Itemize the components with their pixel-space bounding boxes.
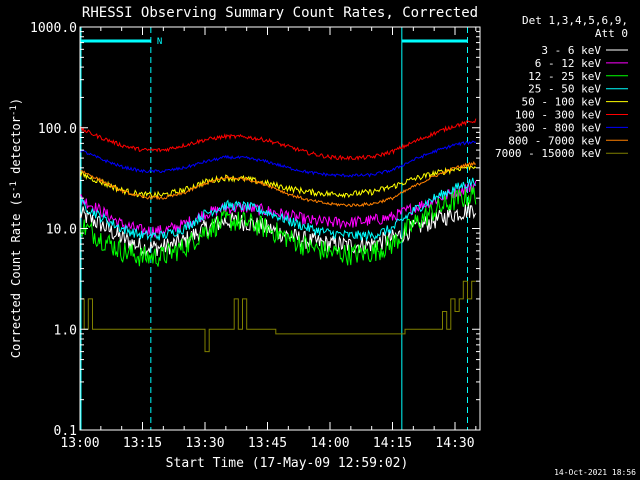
- y-tick-label-0: 0.1: [54, 424, 77, 439]
- series-line-5: [79, 118, 477, 161]
- y-tick-label-3: 100.0: [38, 122, 77, 137]
- series-line-6: [79, 140, 477, 178]
- legend-header-line-1: Det 1,3,4,5,6,9,: [522, 14, 628, 27]
- x-axis: 13:00 13:15 13:30 13:45 14:00 14:15 14:30: [60, 27, 477, 451]
- legend-label-0: 3 - 6 keV: [541, 44, 601, 57]
- series-line-3: [79, 177, 477, 242]
- legend-label-7: 800 - 7000 keV: [508, 134, 601, 147]
- series-line-2: [79, 186, 477, 267]
- legend-label-8: 7000 - 15000 keV: [495, 147, 601, 160]
- legend-header-line-2: Att 0: [595, 27, 628, 40]
- x-tick-label-1: 13:15: [123, 436, 162, 451]
- night-markers: N: [80, 27, 468, 430]
- x-tick-label-4: 14:00: [310, 436, 349, 451]
- legend-label-1: 6 - 12 keV: [535, 57, 602, 70]
- series-layer: [79, 118, 477, 353]
- y-tick-label-4: 1000.0: [30, 21, 77, 36]
- legend-label-2: 12 - 25 keV: [528, 70, 601, 83]
- chart-title: RHESSI Observing Summary Count Rates, Co…: [82, 5, 478, 21]
- y-axis-label-main: Corrected Count Rate (s: [9, 192, 23, 358]
- y-axis-label: Corrected Count Rate (s-1 detector-1): [9, 98, 23, 358]
- y-axis-label-sup-1: -1: [9, 181, 19, 192]
- legend-label-5: 100 - 300 keV: [515, 109, 601, 122]
- series-line-8: [80, 280, 476, 353]
- series-line-7: [79, 160, 477, 208]
- x-tick-label-2: 13:30: [185, 436, 224, 451]
- x-tick-label-3: 13:45: [248, 436, 287, 451]
- night-marker-label: N: [157, 37, 162, 47]
- y-axis-label-end: ): [9, 98, 23, 105]
- series-line-4: [79, 164, 477, 199]
- timestamp: 14-Oct-2021 18:56: [554, 468, 636, 477]
- x-tick-label-5: 14:15: [373, 436, 412, 451]
- legend-label-4: 50 - 100 keV: [522, 96, 602, 109]
- y-axis: 0.1 1.0 10.0 100.0 1000.0: [30, 21, 480, 439]
- y-axis-label-mid: detector: [9, 116, 23, 181]
- legend-label-3: 25 - 50 keV: [528, 83, 601, 96]
- x-tick-label-0: 13:00: [60, 436, 99, 451]
- x-tick-label-6: 14:30: [435, 436, 474, 451]
- y-tick-label-2: 10.0: [46, 223, 77, 238]
- x-axis-label: Start Time (17-May-09 12:59:02): [166, 456, 409, 471]
- y-tick-label-1: 1.0: [54, 323, 77, 338]
- legend-header: Det 1,3,4,5,6,9, Att 0: [522, 14, 628, 40]
- y-axis-label-sup-2: -1: [9, 105, 19, 116]
- legend-label-6: 300 - 800 keV: [515, 121, 601, 134]
